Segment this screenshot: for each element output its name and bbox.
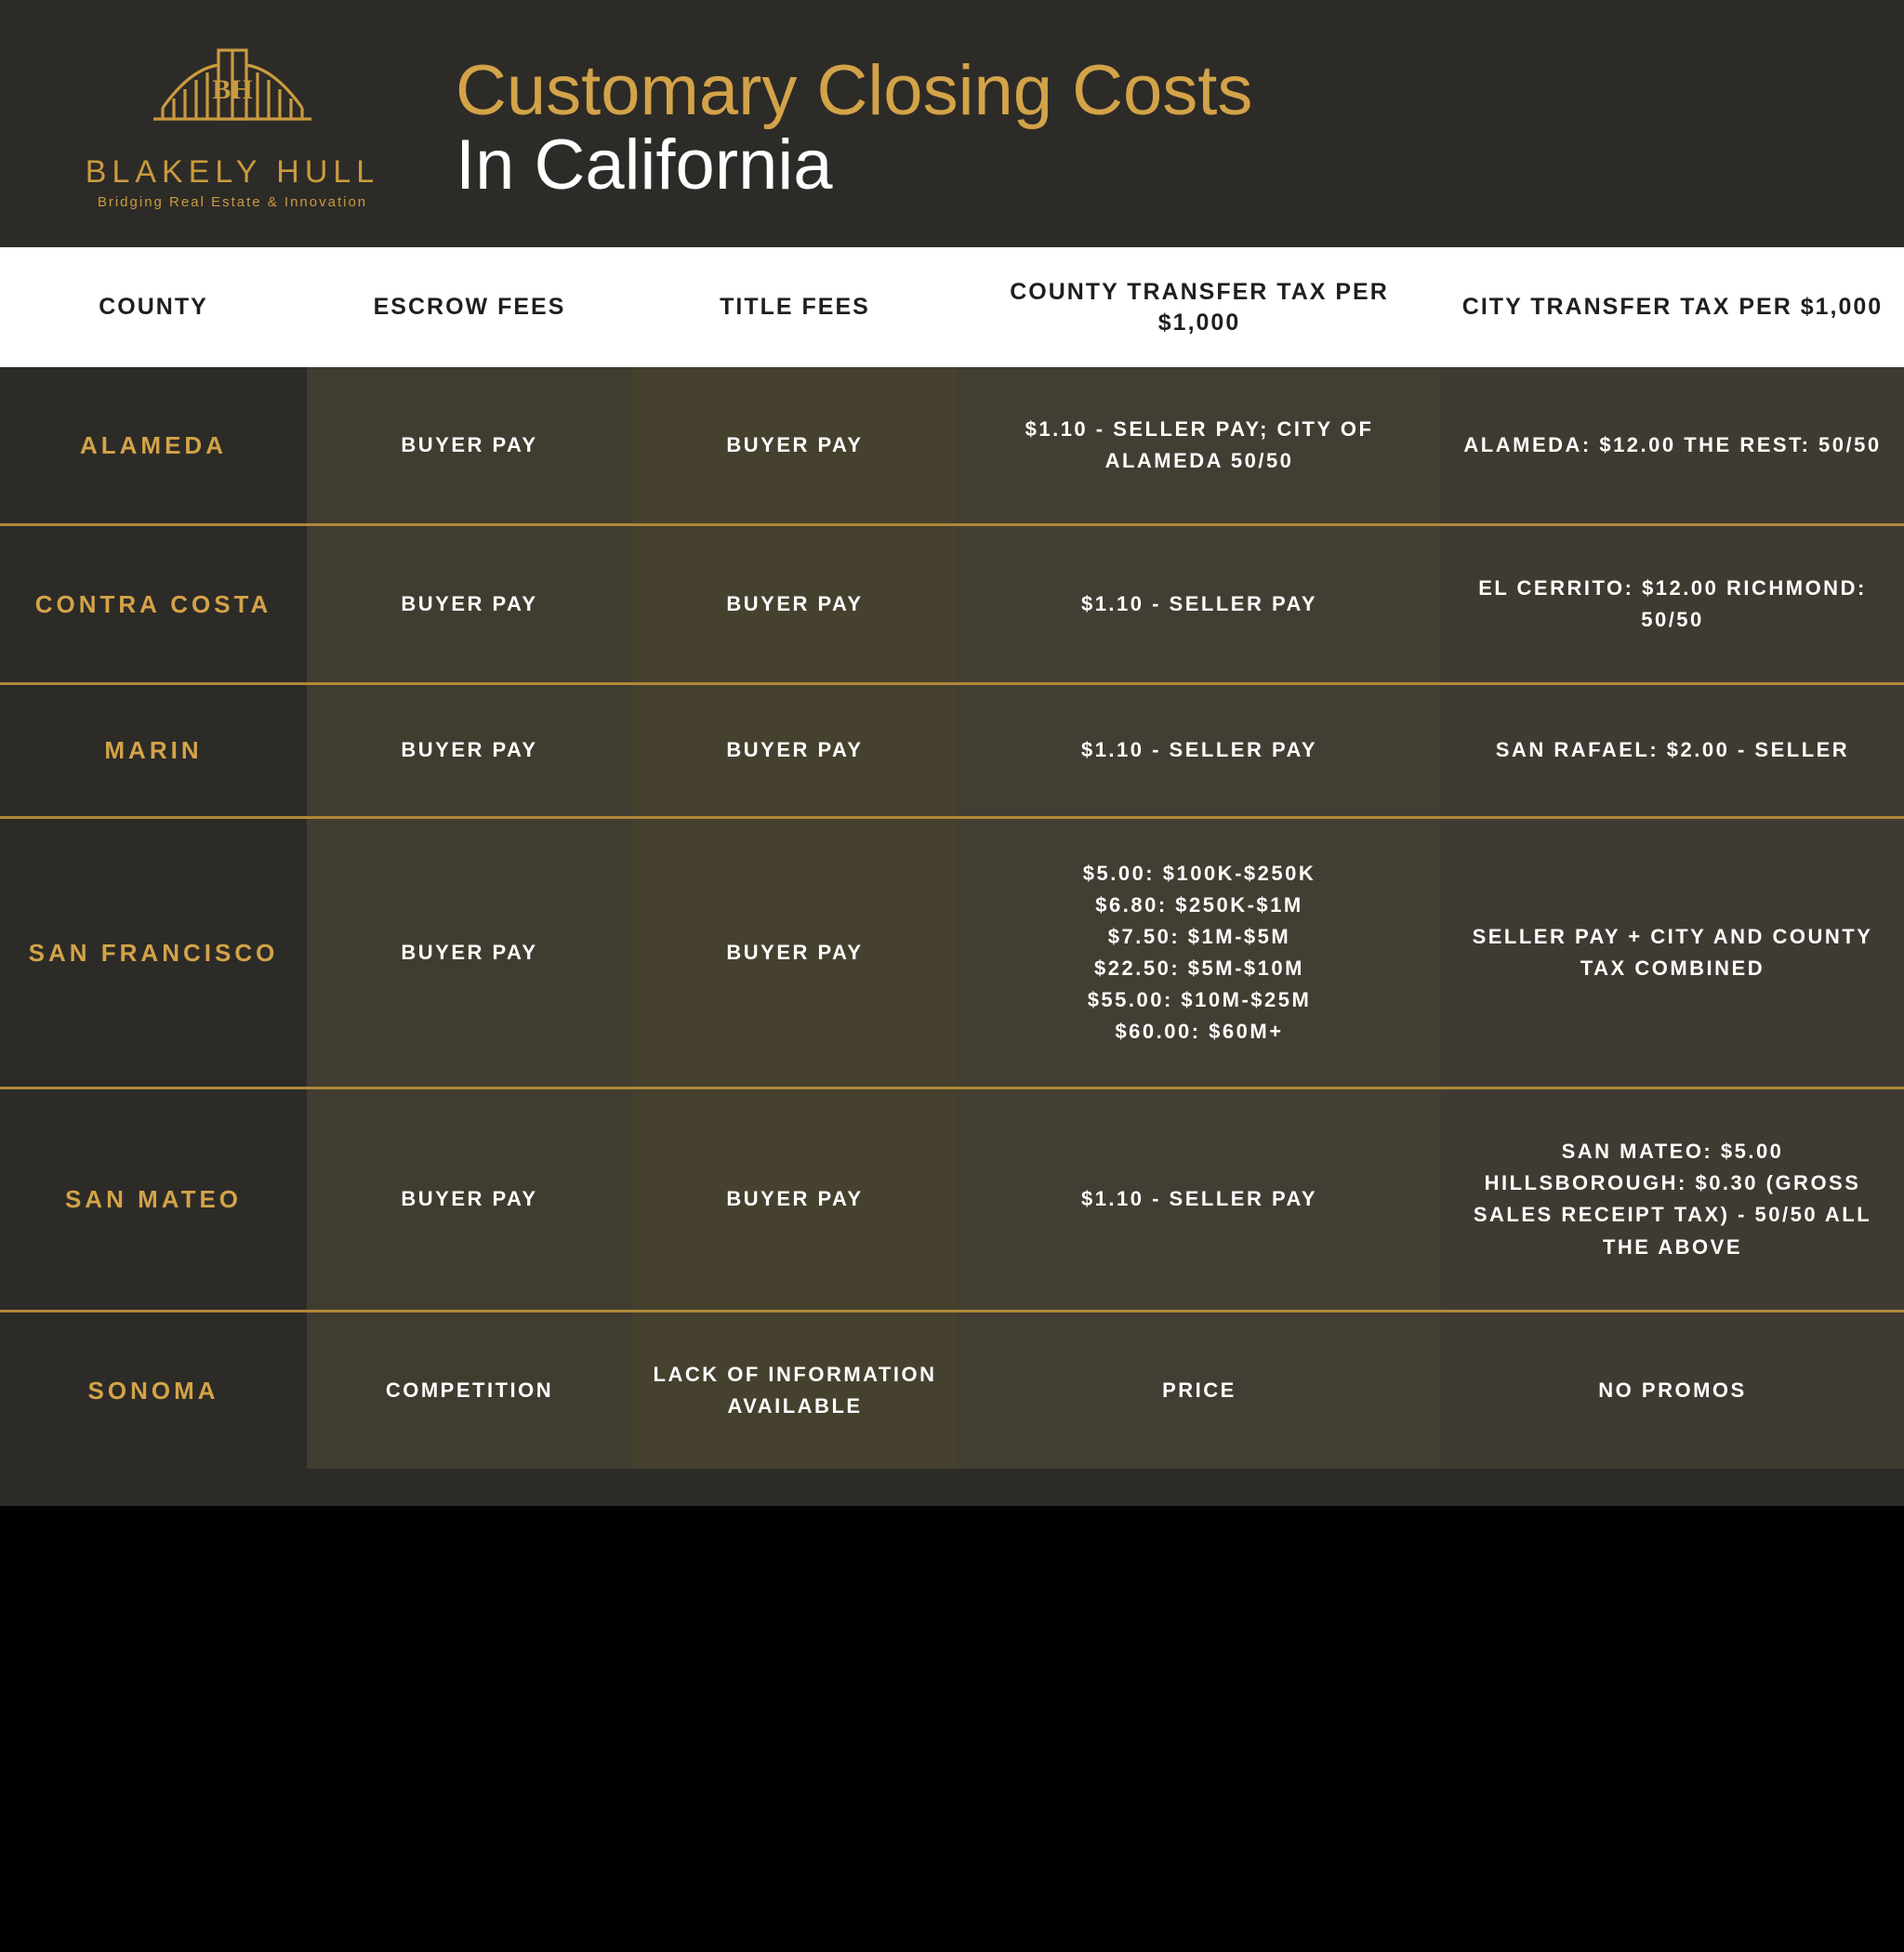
- cell-county: ALAMEDA: [0, 367, 307, 525]
- footer-bar: [0, 1506, 1904, 1571]
- cell-city-tax: EL CERRITO: $12.00 RICHMOND: 50/50: [1441, 525, 1904, 684]
- cell-escrow: COMPETITION: [307, 1311, 632, 1469]
- col-escrow: ESCROW FEES: [307, 247, 632, 367]
- cell-county-tax: $1.10 - SELLER PAY: [958, 1088, 1441, 1311]
- page-title: Customary Closing Costs: [456, 54, 1252, 128]
- closing-costs-table: COUNTY ESCROW FEES TITLE FEES COUNTY TRA…: [0, 247, 1904, 1469]
- col-city-tax: CITY TRANSFER TAX PER $1,000: [1441, 247, 1904, 367]
- table-row: SAN MATEOBUYER PAYBUYER PAY$1.10 - SELLE…: [0, 1088, 1904, 1311]
- cell-city-tax: SAN MATEO: $5.00 HILLSBOROUGH: $0.30 (GR…: [1441, 1088, 1904, 1311]
- col-county: COUNTY: [0, 247, 307, 367]
- cell-county-tax: $1.10 - SELLER PAY: [958, 525, 1441, 684]
- page-subtitle: In California: [456, 128, 1252, 203]
- cell-escrow: BUYER PAY: [307, 817, 632, 1088]
- cell-escrow: BUYER PAY: [307, 1088, 632, 1311]
- table-row: SAN FRANCISCOBUYER PAYBUYER PAY$5.00: $1…: [0, 817, 1904, 1088]
- cell-title: BUYER PAY: [632, 817, 958, 1088]
- cell-county: MARIN: [0, 684, 307, 817]
- cell-title: LACK OF INFORMATION AVAILABLE: [632, 1311, 958, 1469]
- col-title: TITLE FEES: [632, 247, 958, 367]
- cell-county: SONOMA: [0, 1311, 307, 1469]
- table-row: CONTRA COSTABUYER PAYBUYER PAY$1.10 - SE…: [0, 525, 1904, 684]
- cell-county-tax: $5.00: $100K-$250K$6.80: $250K-$1M$7.50:…: [958, 817, 1441, 1088]
- table-body: ALAMEDABUYER PAYBUYER PAY$1.10 - SELLER …: [0, 367, 1904, 1469]
- cell-county: SAN FRANCISCO: [0, 817, 307, 1088]
- table-row: SONOMACOMPETITIONLACK OF INFORMATION AVA…: [0, 1311, 1904, 1469]
- cell-escrow: BUYER PAY: [307, 684, 632, 817]
- cell-county-tax: $1.10 - SELLER PAY; CITY OF ALAMEDA 50/5…: [958, 367, 1441, 525]
- header: BH BLAKELY HULL Bridging Real Estate & I…: [0, 0, 1904, 247]
- page: BH BLAKELY HULL Bridging Real Estate & I…: [0, 0, 1904, 1506]
- title-block: Customary Closing Costs In California: [456, 54, 1252, 203]
- table-row: MARINBUYER PAYBUYER PAY$1.10 - SELLER PA…: [0, 684, 1904, 817]
- cell-title: BUYER PAY: [632, 367, 958, 525]
- cell-city-tax: NO PROMOS: [1441, 1311, 1904, 1469]
- logo-name: BLAKELY HULL: [86, 154, 379, 191]
- cell-title: BUYER PAY: [632, 525, 958, 684]
- table-row: ALAMEDABUYER PAYBUYER PAY$1.10 - SELLER …: [0, 367, 1904, 525]
- cell-county-tax: PRICE: [958, 1311, 1441, 1469]
- cell-city-tax: SELLER PAY + CITY AND COUNTY TAX COMBINE…: [1441, 817, 1904, 1088]
- cell-title: BUYER PAY: [632, 1088, 958, 1311]
- cell-escrow: BUYER PAY: [307, 367, 632, 525]
- col-county-tax: COUNTY TRANSFER TAX PER $1,000: [958, 247, 1441, 367]
- bridge-logo-icon: BH: [153, 46, 311, 149]
- cell-city-tax: ALAMEDA: $12.00 THE REST: 50/50: [1441, 367, 1904, 525]
- logo: BH BLAKELY HULL Bridging Real Estate & I…: [56, 46, 409, 210]
- table-header: COUNTY ESCROW FEES TITLE FEES COUNTY TRA…: [0, 247, 1904, 367]
- cell-county: CONTRA COSTA: [0, 525, 307, 684]
- cell-title: BUYER PAY: [632, 684, 958, 817]
- svg-text:BH: BH: [212, 74, 252, 105]
- cell-escrow: BUYER PAY: [307, 525, 632, 684]
- cell-county: SAN MATEO: [0, 1088, 307, 1311]
- cell-county-tax: $1.10 - SELLER PAY: [958, 684, 1441, 817]
- logo-tagline: Bridging Real Estate & Innovation: [98, 194, 367, 210]
- cell-city-tax: SAN RAFAEL: $2.00 - SELLER: [1441, 684, 1904, 817]
